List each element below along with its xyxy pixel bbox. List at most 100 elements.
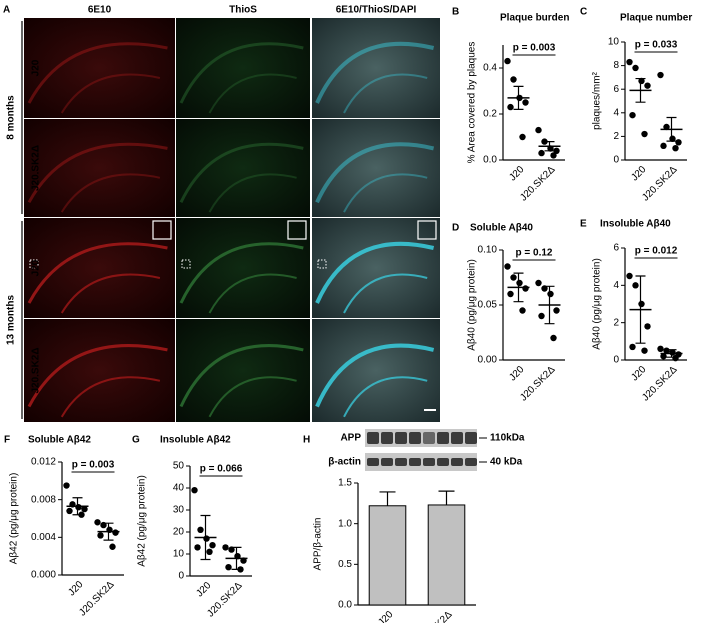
chart-title: Soluble Aβ40 [470,223,533,234]
y-tick-label: 4 [613,280,619,291]
micrograph [312,18,440,118]
tissue-layer [27,42,168,104]
size-label: 110kDa [490,433,525,444]
roi-box [29,259,39,269]
data-point [112,529,119,536]
data-point [535,126,542,134]
micrograph [176,18,310,118]
y-tick-label: 10 [173,549,185,560]
y-tick-label: 0 [178,571,184,582]
tissue-layer [343,273,428,314]
y-tick-label: 10 [608,37,620,48]
error-bar [231,546,242,570]
data-point [663,123,670,131]
data-point [672,354,679,362]
p-value: p = 0.003 [72,460,115,471]
panel-letter: F [4,435,10,446]
y-axis-label: plaques/mm² [592,71,603,129]
blot-band [367,432,379,444]
data-point [197,526,204,533]
tissue-layer [315,241,435,304]
y-tick-label: 0 [613,355,619,366]
data-point [504,263,511,270]
data-point [538,312,545,320]
row-label: J20.SK2Δ [31,347,42,393]
size-label: 40 kDa [490,457,523,468]
y-tick-label: 0.5 [338,559,352,570]
chart-title: Soluble Aβ42 [28,435,91,446]
data-point [547,290,554,298]
tissue-layer [343,376,428,418]
blot-band [437,432,449,444]
micrograph [24,218,175,318]
micrograph [24,119,175,217]
y-tick-label: 0.4 [483,63,497,74]
tissue-layer [60,376,161,418]
blot-band [409,432,421,444]
error-bar [200,514,211,561]
data-point [657,71,664,79]
y-tick-label: 40 [173,483,185,494]
data-point [516,279,523,287]
inset [152,220,172,240]
error-bar [544,285,555,325]
data-point [191,487,198,494]
y-tick-label: 0.012 [31,457,56,468]
x-tick-label: J20 [629,164,648,183]
data-point [663,347,670,354]
tissue-layer [343,173,428,213]
tissue-layer [27,142,168,204]
data-point [641,130,648,138]
tissue-layer [208,173,297,213]
y-tick-label: 8 [613,60,619,71]
micrograph [312,218,440,318]
data-point [75,504,82,511]
data-point [626,272,633,280]
tissue-layer [27,344,168,408]
data-point [538,149,545,157]
data-point [644,82,651,89]
error-bar [379,491,396,506]
data-point [63,482,70,489]
micrograph [24,319,175,422]
micrograph [176,319,310,422]
panel-letter: G [132,435,140,446]
y-tick-label: 0.008 [31,494,56,505]
y-tick-label: 6 [613,84,619,95]
data-point [535,279,542,287]
tissue-layer [315,41,435,104]
tissue-layer [315,142,435,204]
y-tick-label: 6 [613,243,619,254]
y-axis-label: APP/β-actin [313,518,324,571]
y-tick-label: 20 [173,527,185,538]
chart-title: Insoluble Aβ40 [600,219,671,230]
data-point [632,64,639,72]
y-tick-label: 2 [613,317,619,328]
y-axis-label: Aβ42 (pg/μg protein) [9,473,20,565]
micrograph [312,319,440,422]
data-point [507,103,514,111]
error-bar [544,141,555,152]
bar [427,504,466,606]
y-axis-label: Aβ40 (pg/μg protein) [592,258,603,350]
tissue-layer [60,73,161,114]
y-axis-label: Aβ42 (pg/μg protein) [137,475,148,567]
blot-band [465,432,477,444]
roi-box [181,259,191,269]
blot-band [395,432,407,444]
y-axis-label: Aβ40 (pg/μg protein) [467,259,478,351]
y-tick-label: 0.0 [483,155,497,166]
tissue-layer [208,376,297,418]
age-label: 8 months [6,95,17,140]
blot-band [395,458,407,466]
data-point [510,76,517,83]
blot-band [423,458,435,466]
inset [417,220,437,240]
y-tick-label: 4 [613,107,619,118]
data-point [629,343,636,351]
data-point [675,139,682,146]
chart-title: Insoluble Aβ42 [160,435,231,446]
data-point [504,57,511,65]
blot-band [451,458,463,466]
data-point [553,307,560,314]
